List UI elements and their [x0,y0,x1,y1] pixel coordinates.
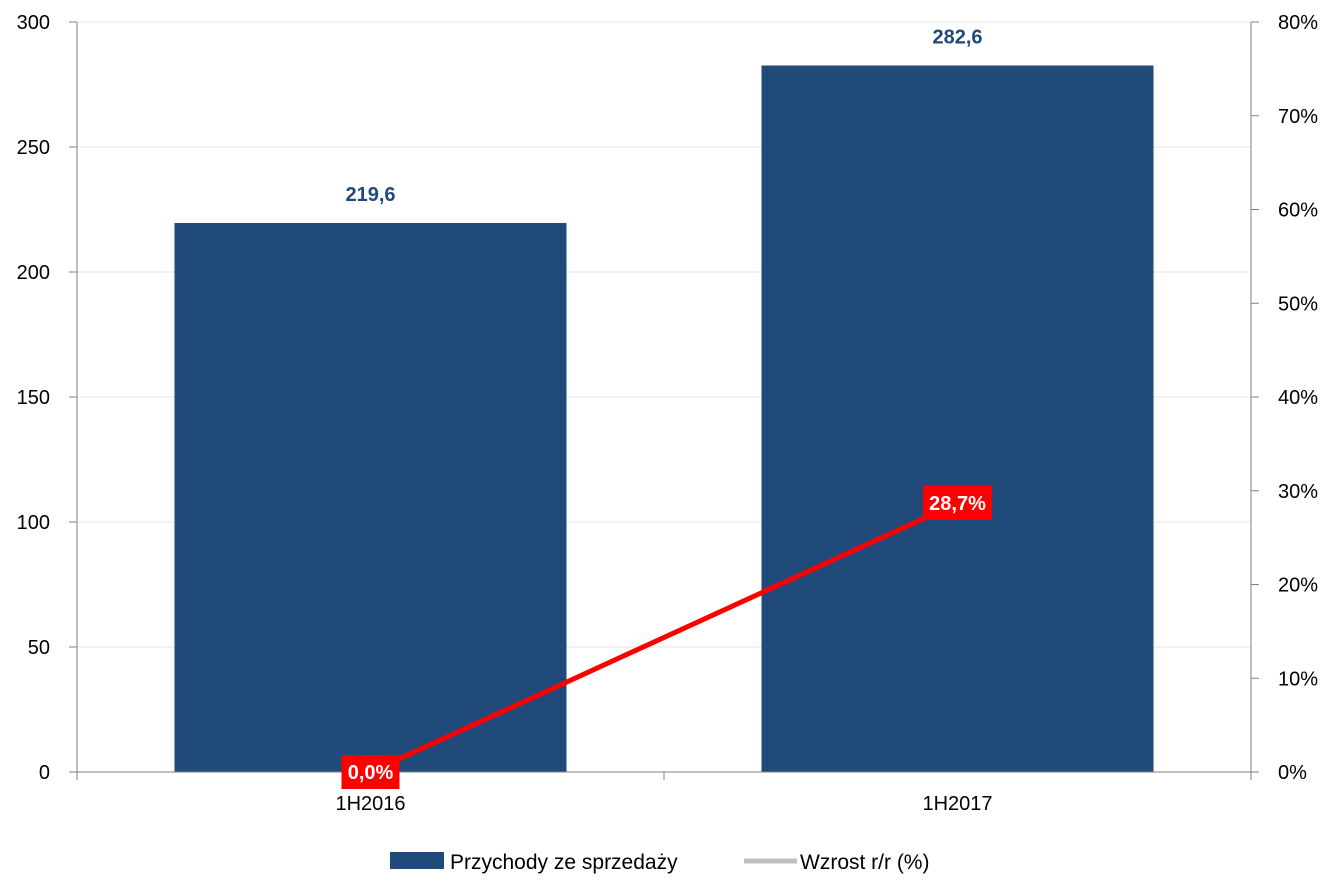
y-left-tick-label: 200 [17,262,50,284]
bar-data-label: 219,6 [345,184,395,206]
line-label-text: 28,7% [929,493,986,515]
y-left-tick-label: 0 [39,762,50,784]
x-tick-label: 1H2017 [922,793,992,815]
y-right-tick-label: 0% [1278,762,1307,784]
y-left-tick-label: 300 [17,12,50,34]
legend-item-line: Wzrost r/r (%) [744,851,929,874]
line-label-box [923,485,992,520]
line-label-text: 0,0% [348,762,394,784]
y-left-tick-label: 100 [17,512,50,534]
line-label-box [341,755,400,789]
y-right-tick-label: 80% [1278,12,1318,34]
y-left-tick-label: 250 [17,137,50,159]
legend-label-line: Wzrost r/r (%) [800,851,929,874]
line-data-label: 0,0% [341,755,400,789]
line-data-label: 28,7% [923,485,992,520]
legend: Przychody ze sprzedaży Wzrost r/r (%) [390,851,929,874]
bar-1h2016 [174,223,567,772]
y-right-tick-label: 50% [1278,293,1318,315]
y-right-tick-label: 60% [1278,200,1318,222]
bar-data-label: 282,6 [932,27,982,49]
y-right-tick-label: 30% [1278,481,1318,503]
axes: 0 50 100 150 200 250 300 0% 10% 20% 30% 40% 50% 60% 70… [17,12,1319,815]
line-series [369,500,959,775]
y-left-tick-label: 150 [17,387,50,409]
legend-item-bar: Przychody ze sprzedaży [390,851,678,874]
data-labels: 219,6 282,6 0,0% 28,7% [341,27,992,789]
legend-swatch-bar [390,852,444,869]
y-left-tick-label: 50 [28,637,50,659]
bar-series [174,65,1154,772]
y-right-tick-label: 70% [1278,106,1318,128]
y-right-tick-label: 40% [1278,387,1318,409]
legend-label-bar: Przychody ze sprzedaży [450,851,678,874]
y-right-tick-label: 10% [1278,668,1318,690]
growth-line [369,500,959,775]
x-tick-label: 1H2016 [335,793,405,815]
bar-1h2017 [761,65,1154,772]
y-right-tick-label: 20% [1278,575,1318,597]
